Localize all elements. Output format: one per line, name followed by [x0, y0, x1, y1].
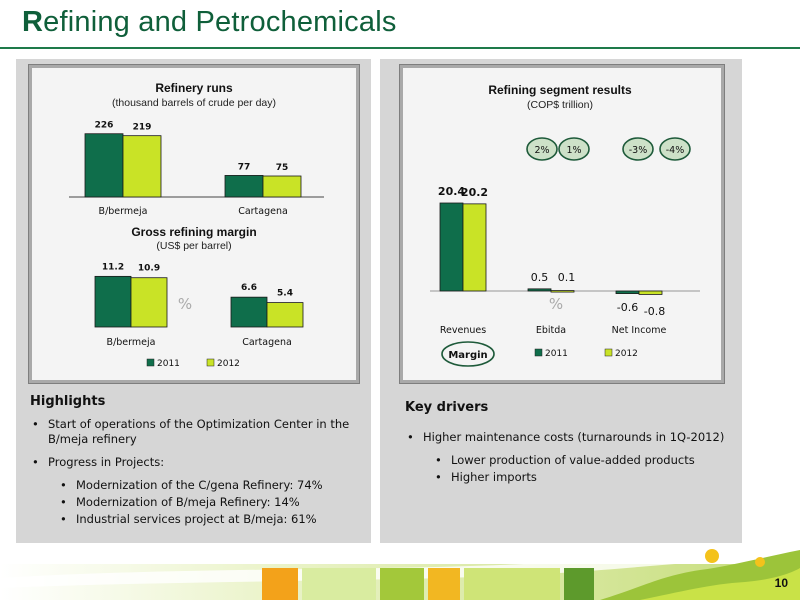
highlights-list: Start of operations of the Optimization …: [30, 417, 360, 529]
margin-bar: [130, 277, 168, 328]
margin-badge-ring: [659, 137, 691, 161]
margin-category-label: Cartagena: [242, 337, 292, 348]
runs-bar: [84, 133, 124, 198]
segment-legend-2011-swatch: [534, 348, 543, 357]
segment-data-label: 0.5: [531, 271, 549, 284]
segment-chart-subtitle: (COP$ trillion): [527, 99, 593, 111]
margin-chart-subtitle: (US$ per barrel): [156, 240, 231, 252]
highlights-heading: Highlights: [30, 394, 106, 409]
segment-bar: [462, 203, 487, 292]
runs-bar: [122, 135, 162, 198]
margin-bar: [94, 275, 132, 328]
segment-bar: [439, 202, 464, 292]
title-underline: [0, 47, 800, 49]
margin-category-label: B/bermeja: [107, 337, 156, 348]
drivers-heading: Key drivers: [405, 400, 489, 415]
runs-data-label: 75: [276, 163, 289, 173]
margin-data-label: 5.4: [277, 289, 293, 299]
margin-percent-mark: %: [178, 295, 192, 313]
margin-bar: [266, 302, 304, 328]
left-chart-box: Refinery runs (thousand barrels of crude …: [28, 64, 360, 384]
segment-chart-title: Refining segment results: [488, 83, 632, 97]
margin-badge-ring: [526, 137, 558, 161]
segment-legend-2012-label: 2012: [615, 349, 638, 359]
segment-percent-mark: %: [549, 295, 563, 313]
segment-category-label: Ebitda: [536, 325, 566, 336]
segment-category-label: Revenues: [440, 325, 486, 336]
highlight-item: Modernization of the C/gena Refinery: 74…: [30, 478, 360, 493]
runs-category-label: Cartagena: [238, 206, 288, 217]
driver-item: Lower production of value-added products: [405, 453, 735, 468]
highlight-item: Industrial services project at B/meja: 6…: [30, 512, 360, 527]
runs-bar: [262, 175, 302, 198]
margin-data-label: 6.6: [241, 283, 257, 293]
margin-badge-ring: [558, 137, 590, 161]
margin-badge-text: -4%: [666, 145, 685, 156]
margin-label-ring: [441, 341, 495, 367]
runs-bar: [224, 175, 264, 198]
segment-data-label: 20.4: [438, 185, 465, 198]
margin-label-text: Margin: [448, 350, 487, 361]
segment-bar: [550, 290, 575, 293]
highlight-item: Start of operations of the Optimization …: [30, 417, 360, 447]
runs-chart-title: Refinery runs: [155, 81, 233, 95]
slide-title: Refining and Petrochemicals: [22, 6, 397, 38]
segment-category-label: Net Income: [612, 325, 667, 336]
segment-legend-2012-swatch: [604, 348, 613, 357]
right-chart: Refining segment results (COP$ trillion) 2…: [430, 83, 700, 367]
runs-category-label: B/bermeja: [99, 206, 148, 217]
margin-badge-text: 1%: [566, 145, 581, 156]
margin-badge-text: -3%: [629, 145, 648, 156]
highlight-item: Modernization of B/meja Refinery: 14%: [30, 495, 360, 510]
runs-chart-subtitle: (thousand barrels of crude per day): [112, 97, 276, 109]
segment-data-label: 0.1: [558, 271, 576, 284]
segment-bar: [615, 290, 640, 294]
driver-item: Higher imports: [405, 470, 735, 485]
legend-2012-label: 2012: [217, 359, 240, 369]
highlight-item: Progress in Projects:: [30, 455, 360, 470]
margin-bar: [230, 296, 268, 328]
segment-bar: [527, 288, 552, 292]
runs-data-label: 219: [133, 123, 152, 133]
legend-2011-swatch: [146, 358, 155, 367]
margin-chart-title: Gross refining margin: [131, 225, 256, 239]
runs-data-label: 226: [95, 121, 114, 131]
page-number: 10: [774, 576, 788, 590]
right-chart-box: Refining segment results (COP$ trillion) 2…: [399, 64, 725, 384]
left-charts: Refinery runs (thousand barrels of crude …: [69, 81, 324, 369]
margin-badge-text: 2%: [534, 145, 549, 156]
driver-item: Higher maintenance costs (turnarounds in…: [405, 430, 735, 445]
margin-badge-ring: [622, 137, 654, 161]
segment-legend-2011-label: 2011: [545, 349, 568, 359]
segment-data-label: -0.8: [644, 305, 665, 318]
drivers-list: Higher maintenance costs (turnarounds in…: [405, 430, 735, 487]
segment-data-label: 20.2: [461, 186, 488, 199]
segment-data-label: -0.6: [617, 301, 638, 314]
margin-data-label: 10.9: [138, 264, 160, 274]
footer-decoration: [0, 548, 800, 600]
legend-2011-label: 2011: [157, 359, 180, 369]
runs-data-label: 77: [238, 162, 251, 172]
legend-2012-swatch: [206, 358, 215, 367]
margin-data-label: 11.2: [102, 262, 124, 272]
segment-bar: [638, 290, 663, 295]
